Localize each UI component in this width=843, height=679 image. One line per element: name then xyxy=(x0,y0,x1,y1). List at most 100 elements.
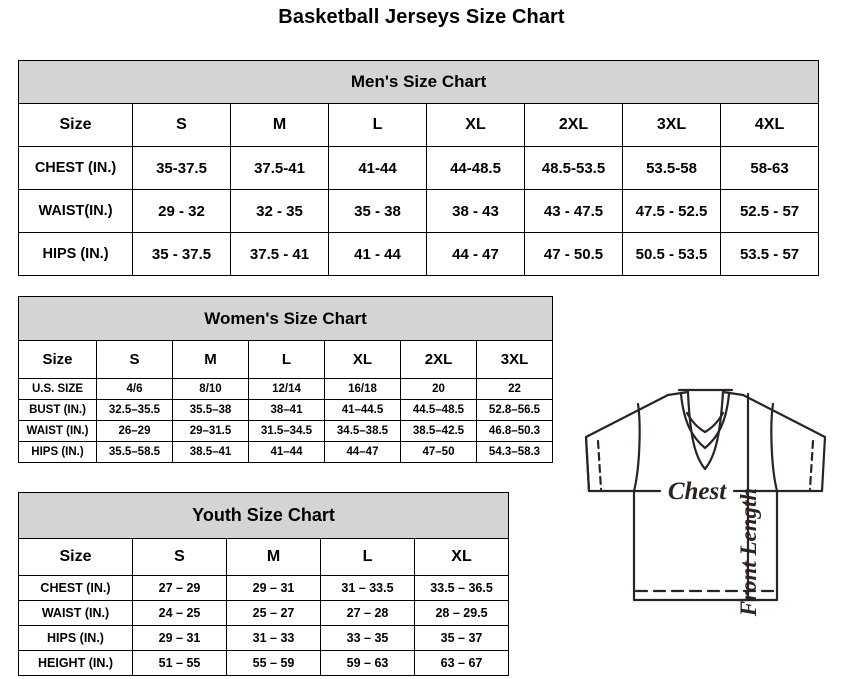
youth-size-chart-table: Youth Size Chart Size S M L XL CHEST (IN… xyxy=(17,492,510,676)
womens-us-size-l: 12/14 xyxy=(248,378,325,400)
youth-height-s: 51 – 55 xyxy=(132,650,227,676)
youth-row-label-chest: CHEST (IN.) xyxy=(18,575,133,601)
mens-waist-xl: 38 - 43 xyxy=(426,189,525,233)
mens-chest-m: 37.5-41 xyxy=(230,146,329,190)
womens-col-header-l: L xyxy=(248,340,325,379)
youth-hips-s: 29 – 31 xyxy=(132,625,227,651)
womens-waist-xl: 34.5–38.5 xyxy=(324,420,401,442)
collar-band-line xyxy=(685,411,725,434)
mens-row-label-hips: HIPS (IN.) xyxy=(18,232,133,276)
mens-col-header-xl: XL xyxy=(426,103,525,147)
youth-col-header-m: M xyxy=(226,538,321,576)
womens-col-header-2xl: 2XL xyxy=(400,340,477,379)
womens-waist-s: 26–29 xyxy=(96,420,173,442)
youth-header-row: Size S M L XL xyxy=(18,538,510,576)
table-row: WAIST(IN.) 29 - 32 32 - 35 35 - 38 38 - … xyxy=(18,189,820,233)
womens-hips-m: 38.5–41 xyxy=(172,441,249,463)
womens-waist-2xl: 38.5–42.5 xyxy=(400,420,477,442)
mens-waist-l: 35 - 38 xyxy=(328,189,427,233)
mens-chest-4xl: 58-63 xyxy=(719,146,820,190)
mens-col-header-size: Size xyxy=(18,103,133,147)
womens-us-size-xl: 16/18 xyxy=(324,378,401,400)
womens-us-size-3xl: 22 xyxy=(475,378,554,400)
youth-chest-m: 29 – 31 xyxy=(226,575,321,601)
womens-bust-s: 32.5–35.5 xyxy=(96,399,173,421)
front-length-measure-label: Front Length xyxy=(736,488,761,617)
mens-row-label-chest: CHEST (IN.) xyxy=(18,146,133,190)
vneck-collar-inner xyxy=(679,392,731,450)
youth-chart-band-title: Youth Size Chart xyxy=(17,492,510,539)
table-row: BUST (IN.) 32.5–35.5 35.5–38 38–41 41–44… xyxy=(18,399,554,421)
mens-hips-m: 37.5 - 41 xyxy=(230,232,329,276)
womens-chart-band-title: Women's Size Chart xyxy=(17,296,554,341)
table-row: HEIGHT (IN.) 51 – 55 55 – 59 59 – 63 63 … xyxy=(18,650,510,676)
table-row: CHEST (IN.) 27 – 29 29 – 31 31 – 33.5 33… xyxy=(18,575,510,601)
youth-row-label-waist: WAIST (IN.) xyxy=(18,600,133,626)
mens-waist-m: 32 - 35 xyxy=(230,189,329,233)
womens-us-size-m: 8/10 xyxy=(172,378,249,400)
mens-waist-4xl: 52.5 - 57 xyxy=(719,189,820,233)
womens-bust-2xl: 44.5–48.5 xyxy=(400,399,477,421)
womens-bust-m: 35.5–38 xyxy=(172,399,249,421)
mens-waist-3xl: 47.5 - 52.5 xyxy=(622,189,721,233)
womens-col-header-size: Size xyxy=(18,340,97,379)
womens-hips-3xl: 54.3–58.3 xyxy=(475,441,554,463)
youth-hips-xl: 35 – 37 xyxy=(413,625,510,651)
womens-row-label-hips: HIPS (IN.) xyxy=(18,441,97,463)
right-shoulder xyxy=(721,390,745,397)
youth-col-header-size: Size xyxy=(18,538,133,576)
youth-height-l: 59 – 63 xyxy=(320,650,415,676)
mens-col-header-3xl: 3XL xyxy=(622,103,721,147)
mens-hips-3xl: 50.5 - 53.5 xyxy=(622,232,721,276)
womens-row-label-us-size: U.S. SIZE xyxy=(18,378,97,400)
youth-height-m: 55 – 59 xyxy=(226,650,321,676)
mens-col-header-m: M xyxy=(230,103,329,147)
mens-chest-xl: 44-48.5 xyxy=(426,146,525,190)
youth-waist-l: 27 – 28 xyxy=(320,600,415,626)
mens-hips-xl: 44 - 47 xyxy=(426,232,525,276)
womens-hips-xl: 44–47 xyxy=(324,441,401,463)
youth-hips-l: 33 – 35 xyxy=(320,625,415,651)
youth-col-header-xl: XL xyxy=(413,538,510,576)
womens-us-size-s: 4/6 xyxy=(96,378,173,400)
youth-waist-s: 24 – 25 xyxy=(132,600,227,626)
womens-bust-l: 38–41 xyxy=(248,399,325,421)
mens-size-chart-table: Men's Size Chart Size S M L XL 2XL 3XL 4… xyxy=(17,60,820,276)
womens-waist-m: 29–31.5 xyxy=(172,420,249,442)
mens-col-header-l: L xyxy=(328,103,427,147)
womens-size-chart-table: Women's Size Chart Size S M L XL 2XL 3XL… xyxy=(17,296,554,463)
youth-hips-m: 31 – 33 xyxy=(226,625,321,651)
womens-row-label-bust: BUST (IN.) xyxy=(18,399,97,421)
mens-chest-3xl: 53.5-58 xyxy=(622,146,721,190)
youth-chest-l: 31 – 33.5 xyxy=(320,575,415,601)
table-row: HIPS (IN.) 35.5–58.5 38.5–41 41–44 44–47… xyxy=(18,441,554,463)
youth-waist-xl: 28 – 29.5 xyxy=(413,600,510,626)
mens-row-label-waist: WAIST(IN.) xyxy=(18,189,133,233)
womens-waist-3xl: 46.8–50.3 xyxy=(475,420,554,442)
mens-hips-l: 41 - 44 xyxy=(328,232,427,276)
left-sleeve-hem xyxy=(596,439,603,491)
mens-hips-s: 35 - 37.5 xyxy=(132,232,231,276)
mens-waist-s: 29 - 32 xyxy=(132,189,231,233)
chest-measure-label: Chest xyxy=(668,478,727,505)
womens-hips-s: 35.5–58.5 xyxy=(96,441,173,463)
table-row: CHEST (IN.) 35-37.5 37.5-41 41-44 44-48.… xyxy=(18,146,820,190)
left-armhole xyxy=(632,402,641,493)
jersey-measurement-diagram: Chest Front Length xyxy=(548,352,843,652)
right-sleeve-outline xyxy=(741,393,827,493)
womens-col-header-xl: XL xyxy=(324,340,401,379)
right-armhole xyxy=(770,402,779,493)
mens-col-header-2xl: 2XL xyxy=(524,103,623,147)
mens-waist-2xl: 43 - 47.5 xyxy=(524,189,623,233)
youth-waist-m: 25 – 27 xyxy=(226,600,321,626)
womens-col-header-m: M xyxy=(172,340,249,379)
body-outline xyxy=(632,489,779,602)
womens-header-row: Size S M L XL 2XL 3XL xyxy=(18,340,554,379)
table-row: U.S. SIZE 4/6 8/10 12/14 16/18 20 22 xyxy=(18,378,554,400)
table-row: HIPS (IN.) 35 - 37.5 37.5 - 41 41 - 44 4… xyxy=(18,232,820,276)
youth-row-label-hips: HIPS (IN.) xyxy=(18,625,133,651)
womens-us-size-2xl: 20 xyxy=(400,378,477,400)
womens-bust-3xl: 52.8–56.5 xyxy=(475,399,554,421)
womens-hips-l: 41–44 xyxy=(248,441,325,463)
youth-height-xl: 63 – 67 xyxy=(413,650,510,676)
